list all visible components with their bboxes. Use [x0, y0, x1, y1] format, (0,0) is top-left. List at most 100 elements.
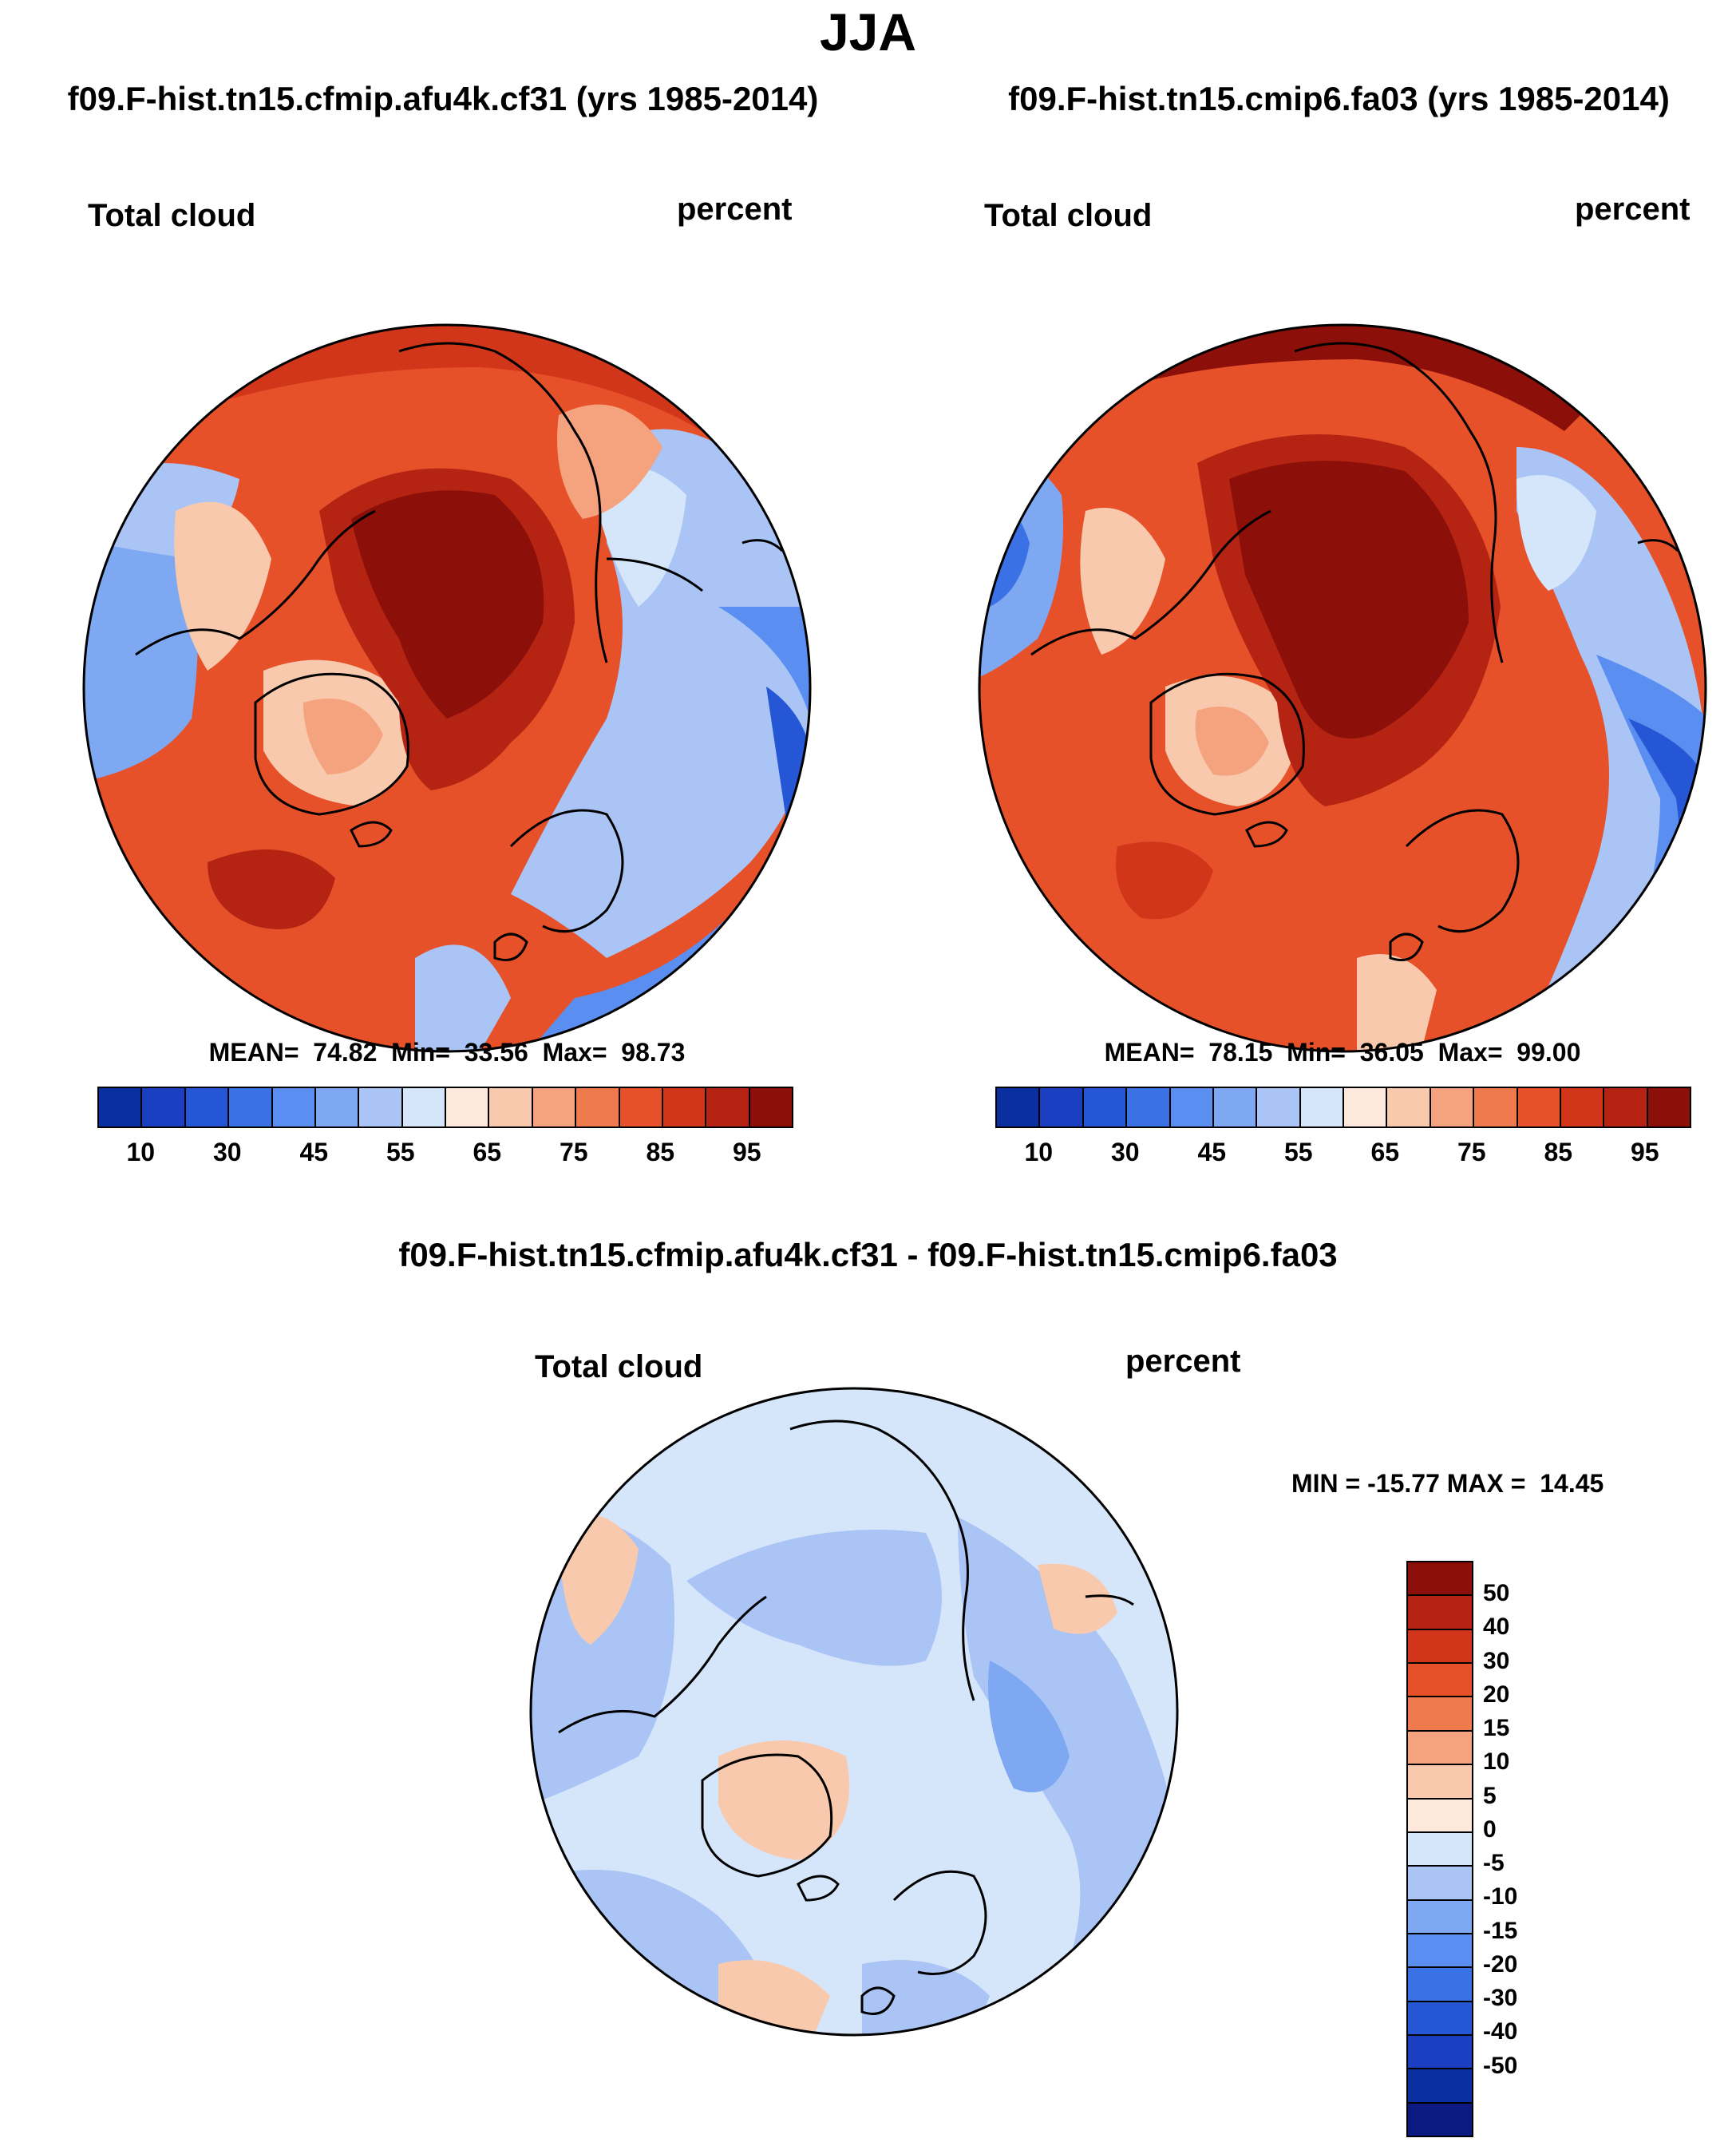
colorbar-tick-label: 45: [1197, 1138, 1227, 1166]
colorbar-swatch: [1408, 2034, 1472, 2069]
colorbar-swatch: [140, 1088, 184, 1126]
colorbar-tick-label: 10: [1024, 1138, 1054, 1166]
colorbar-tick-label: 5: [1483, 1782, 1497, 1809]
colorbar-tick-label: -5: [1483, 1850, 1505, 1877]
colorbar-swatch: [1408, 2101, 1472, 2136]
colorbar-swatch: [1082, 1088, 1126, 1126]
panel1-units-label: percent: [677, 192, 793, 227]
colorbar-swatch: [1473, 1088, 1517, 1126]
colorbar-swatch: [358, 1088, 401, 1126]
colorbar-swatch: [184, 1088, 228, 1126]
diff-title: f09.F-hist.tn15.cfmip.afu4k.cf31 - f09.F…: [398, 1236, 1338, 1273]
colorbar-swatch: [1646, 1088, 1690, 1126]
colorbar-swatch: [1408, 1696, 1472, 1730]
colorbar-tick-label: 30: [212, 1138, 242, 1166]
colorbar-swatch: [1408, 1899, 1472, 1933]
colorbar-tick-label: 15: [1483, 1715, 1510, 1742]
main-title: JJA: [819, 2, 917, 61]
colorbar-swatch: [1343, 1088, 1386, 1126]
colorbar-tick-label: 65: [1370, 1138, 1400, 1166]
colorbar-tick-label: 40: [1483, 1613, 1510, 1641]
colorbar-tick-label: -40: [1483, 2018, 1518, 2045]
colorbar-swatch: [1299, 1088, 1343, 1126]
colorbar-swatch: [1429, 1088, 1473, 1126]
colorbar-swatch: [531, 1088, 575, 1126]
diff-colorbar: [1406, 1561, 1473, 2137]
panel2-units-label: percent: [1575, 192, 1691, 227]
colorbar-swatch: [618, 1088, 662, 1126]
diff-units-label: percent: [1125, 1344, 1241, 1379]
panel2-colorbar-ticks: 10 30 45 55 65 75 85 95: [995, 1138, 1688, 1170]
colorbar-swatch: [1169, 1088, 1212, 1126]
colorbar-swatch: [401, 1088, 445, 1126]
panel2-stats: MEAN= 78.15 Min= 36.05 Max= 99.00: [1104, 1038, 1581, 1067]
colorbar-swatch: [1408, 1594, 1472, 1629]
colorbar-tick-label: 65: [473, 1138, 502, 1166]
colorbar-tick-label: 10: [1483, 1748, 1510, 1776]
colorbar-tick-label: -30: [1483, 1985, 1518, 2012]
colorbar-tick-label: 95: [732, 1138, 761, 1166]
colorbar-swatch: [1408, 1628, 1472, 1663]
colorbar-tick-label: 50: [1483, 1580, 1510, 1607]
colorbar-tick-label: -15: [1483, 1917, 1518, 1944]
colorbar-swatch: [1408, 1764, 1472, 1798]
colorbar-swatch: [1408, 1797, 1472, 1831]
colorbar-swatch: [227, 1088, 271, 1126]
panel2-colorbar: [995, 1087, 1691, 1128]
colorbar-swatch: [488, 1088, 532, 1126]
colorbar-swatch: [1408, 1865, 1472, 1899]
colorbar-tick-label: -10: [1483, 1883, 1518, 1910]
colorbar-swatch: [1386, 1088, 1430, 1126]
diff-colorbar-ticks: 50 40 30 20 15 10 5 0 -5 -10 -15 -20 -30 -40 -50: [1483, 1561, 1579, 2134]
colorbar-swatch: [1408, 1662, 1472, 1697]
colorbar-tick-label: -20: [1483, 1950, 1518, 1978]
colorbar-swatch: [1408, 2000, 1472, 2035]
colorbar-swatch: [1408, 1562, 1472, 1595]
colorbar-tick-label: 45: [299, 1138, 329, 1166]
colorbar-swatch: [1603, 1088, 1647, 1126]
colorbar-swatch: [1038, 1088, 1082, 1126]
colorbar-swatch: [1408, 1831, 1472, 1866]
panel1-colorbar-ticks: 10 30 45 55 65 75 85 95: [97, 1138, 790, 1170]
colorbar-swatch: [748, 1088, 792, 1126]
colorbar-tick-label: 0: [1483, 1815, 1497, 1843]
colorbar-tick-label: 30: [1483, 1647, 1510, 1674]
colorbar-swatch: [997, 1088, 1039, 1126]
colorbar-swatch: [661, 1088, 706, 1126]
panel1-stats: MEAN= 74.82 Min= 33.56 Max= 98.73: [208, 1038, 686, 1067]
colorbar-swatch: [1559, 1088, 1604, 1126]
panel2-case-title: f09.F-hist.tn15.cmip6.fa03 (yrs 1985-201…: [1008, 80, 1670, 117]
panel1-variable-label: Total cloud: [88, 198, 256, 233]
diff-minmax: MIN = -15.77 MAX = 14.45: [1291, 1469, 1604, 1498]
colorbar-tick-label: 85: [646, 1138, 675, 1166]
colorbar-tick-label: -50: [1483, 2052, 1518, 2079]
colorbar-tick-label: 30: [1110, 1138, 1140, 1166]
colorbar-swatch: [1256, 1088, 1299, 1126]
colorbar-swatch: [1408, 1729, 1472, 1764]
colorbar-swatch: [99, 1088, 141, 1126]
colorbar-swatch: [271, 1088, 314, 1126]
colorbar-swatch: [1408, 2068, 1472, 2102]
colorbar-swatch: [1408, 1932, 1472, 1967]
panel1-case-title: f09.F-hist.tn15.cfmip.afu4k.cf31 (yrs 19…: [67, 80, 819, 117]
colorbar-tick-label: 55: [1283, 1138, 1313, 1166]
diff-variable-label: Total cloud: [535, 1349, 703, 1384]
colorbar-swatch: [1212, 1088, 1256, 1126]
colorbar-swatch: [575, 1088, 619, 1126]
colorbar-swatch: [314, 1088, 358, 1126]
colorbar-tick-label: 75: [1457, 1138, 1486, 1166]
colorbar-tick-label: 10: [126, 1138, 156, 1166]
colorbar-swatch: [1408, 1966, 1472, 2001]
colorbar-tick-label: 20: [1483, 1681, 1510, 1708]
panel1-colorbar: [97, 1087, 793, 1128]
panel2-variable-label: Total cloud: [984, 198, 1153, 233]
colorbar-tick-label: 85: [1544, 1138, 1573, 1166]
colorbar-tick-label: 75: [559, 1138, 588, 1166]
colorbar-swatch: [705, 1088, 749, 1126]
colorbar-tick-label: 55: [386, 1138, 415, 1166]
colorbar-tick-label: 95: [1630, 1138, 1659, 1166]
colorbar-swatch: [445, 1088, 488, 1126]
colorbar-swatch: [1125, 1088, 1169, 1126]
colorbar-swatch: [1516, 1088, 1560, 1126]
